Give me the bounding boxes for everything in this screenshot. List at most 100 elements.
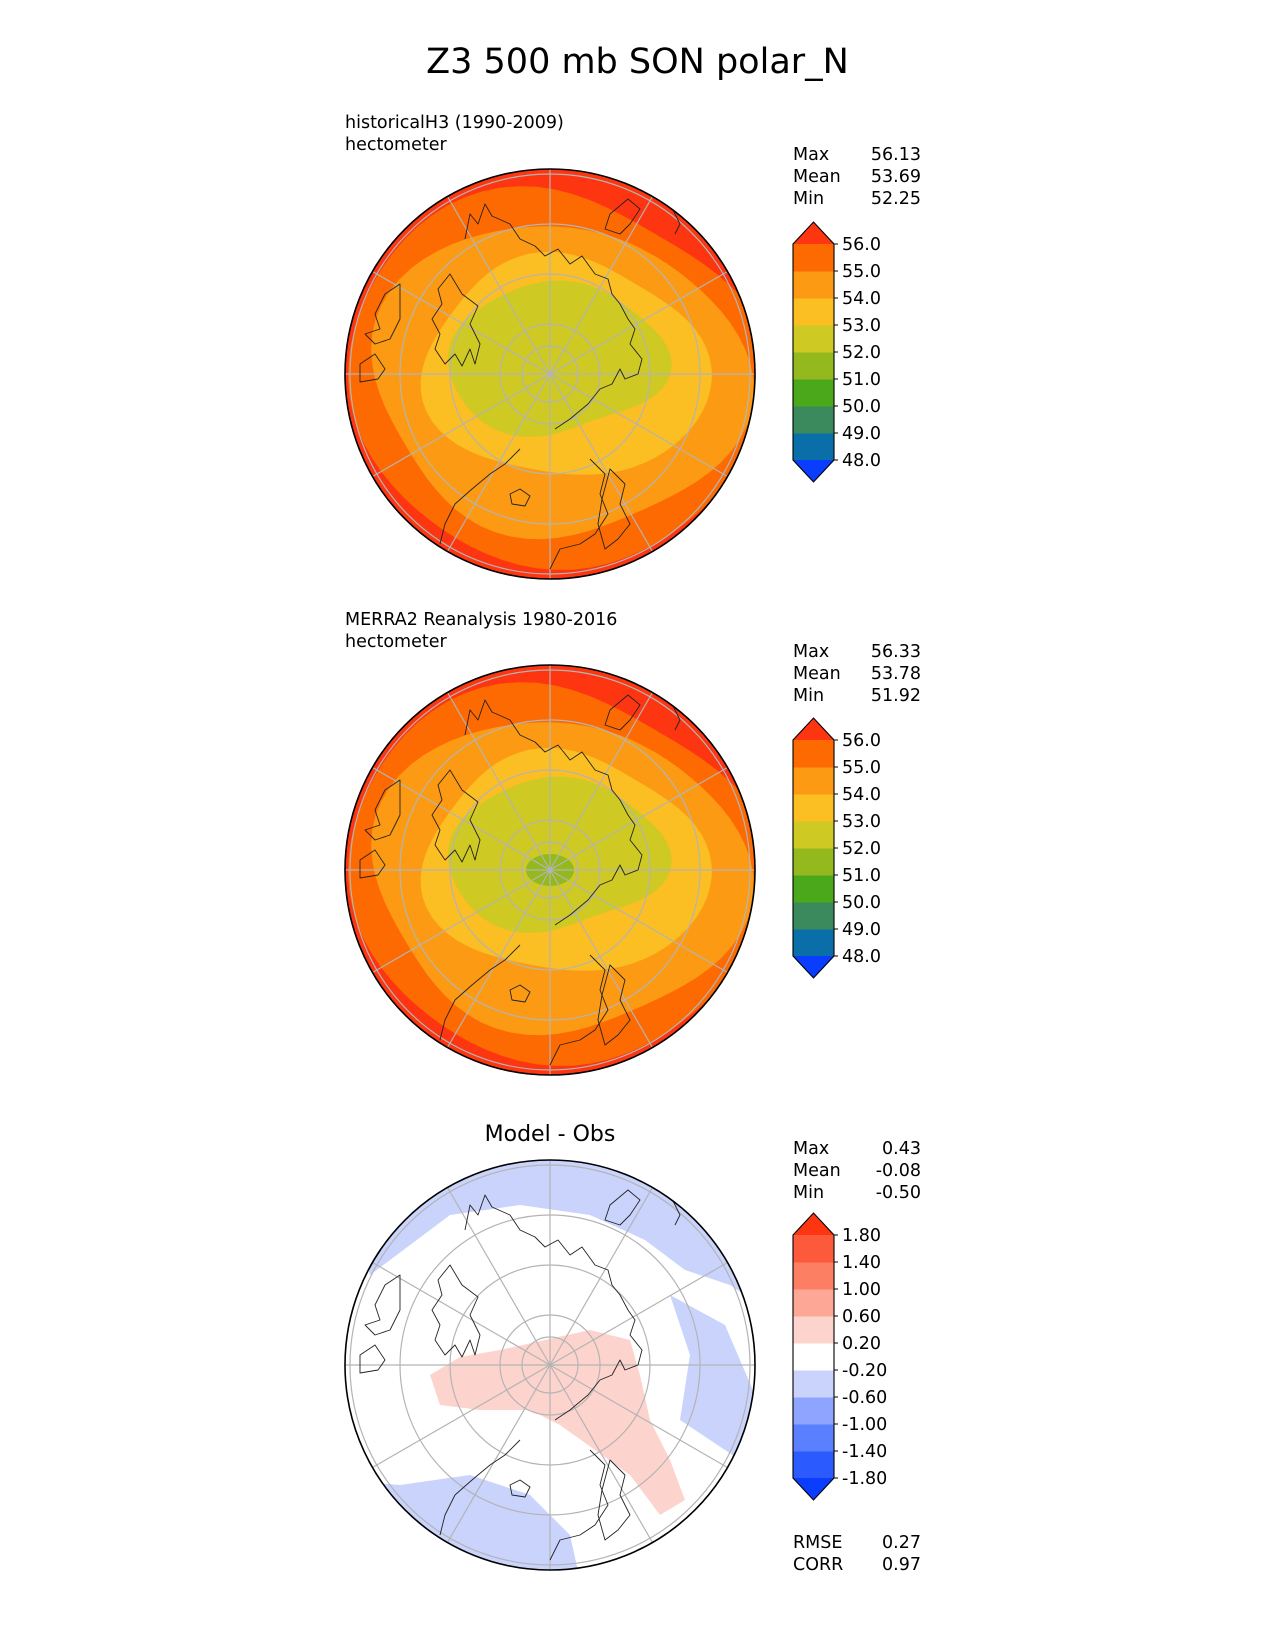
meridian-line <box>372 766 551 871</box>
panel2-label: MERRA2 Reanalysis 1980-2016 hectometer <box>345 609 617 653</box>
stat-row: Mean 53.69 <box>793 166 921 188</box>
colorbar-tick-label: 0.20 <box>842 1334 881 1354</box>
stat-value: 53.69 <box>870 167 921 187</box>
stat-label: Mean <box>793 1161 841 1181</box>
stat-value: 53.78 <box>870 664 921 684</box>
map-field <box>345 1160 755 1570</box>
stat-row: Max 56.13 <box>793 144 921 166</box>
map-field <box>345 665 755 1075</box>
coastline <box>464 699 643 926</box>
colorbar-extend-max <box>793 718 834 740</box>
panel3-colorbar: -1.80 -1.40 -1.00 -0.60 -0.20 0.20 0.60 1.00 1.4… <box>792 1212 887 1501</box>
map-field <box>345 169 755 579</box>
map-boundary <box>344 1159 756 1571</box>
colorbar-tick-label: -0.20 <box>842 1361 887 1381</box>
meridian-line <box>446 1364 551 1543</box>
stat-value: -0.08 <box>875 1161 921 1181</box>
stat-label: Min <box>793 1183 825 1203</box>
meridian-line <box>372 1364 551 1469</box>
colorbar-tick-label: 52.0 <box>842 343 881 363</box>
colorbar-tick-label: 48.0 <box>842 451 881 471</box>
colorbar-tick-label: 53.0 <box>842 812 881 832</box>
coastline <box>509 488 531 507</box>
colorbar-tick-label: -1.80 <box>842 1469 887 1489</box>
stat-row: Max 56.33 <box>793 641 921 663</box>
colorbar-tick-label: -1.00 <box>842 1415 887 1435</box>
panel1-units: hectometer <box>345 135 447 155</box>
colorbar-band <box>793 1235 834 1263</box>
colorbar-band <box>793 794 834 822</box>
colorbar-band <box>793 325 834 353</box>
coastline <box>439 944 609 1066</box>
colorbar-extend-min <box>793 460 834 482</box>
colorbar-band <box>793 298 834 326</box>
stat-row: Max 0.43 <box>793 1138 921 1160</box>
colorbar-band <box>793 929 834 957</box>
colorbar-tick-label: 51.0 <box>842 370 881 390</box>
stat-value: 0.43 <box>882 1139 921 1159</box>
stat-value: 56.33 <box>870 642 921 662</box>
panel2-stats: Max 56.33 Mean 53.78 Min 51.92 <box>793 641 921 707</box>
colorbar-tick-label: 54.0 <box>842 785 881 805</box>
meridian-line <box>372 270 551 375</box>
stat-value: 56.13 <box>870 145 921 165</box>
meridian-line <box>549 869 728 974</box>
colorbar-band <box>793 1397 834 1425</box>
colorbar-band <box>793 1316 834 1344</box>
colorbar-band <box>793 848 834 876</box>
colorbar-band <box>793 271 834 299</box>
meridian-line <box>549 1261 728 1366</box>
colorbar-band <box>793 1343 834 1371</box>
colorbar-band <box>793 767 834 795</box>
colorbar-band <box>793 433 834 461</box>
panel3-stats: Max 0.43 Mean -0.08 Min -0.50 <box>793 1138 921 1204</box>
colorbar-band <box>793 352 834 380</box>
negative-anomaly-region <box>670 1295 755 1460</box>
stat-row: Min 51.92 <box>793 685 921 707</box>
meridian-line <box>549 869 654 1048</box>
meridian-line <box>446 373 551 552</box>
stat-label: Max <box>793 642 830 662</box>
colorbar-tick-label: 1.00 <box>842 1280 881 1300</box>
colorbar-tick-label: 50.0 <box>842 397 881 417</box>
meridian-line <box>446 1187 551 1366</box>
colorbar-tick-label: 52.0 <box>842 839 881 859</box>
stat-value: -0.50 <box>875 1183 921 1203</box>
figure-title: Z3 500 mb SON polar_N <box>426 42 849 82</box>
meridian-line <box>549 270 728 375</box>
meridian-line <box>549 373 728 478</box>
colorbar-extend-max <box>793 1213 834 1235</box>
coastline <box>364 283 401 345</box>
stat-label: Min <box>793 189 825 209</box>
colorbar-tick-label: -1.40 <box>842 1442 887 1462</box>
colorbar-tick-label: 51.0 <box>842 866 881 886</box>
stat-label: Max <box>793 145 830 165</box>
coastline <box>359 353 386 383</box>
coastline <box>509 1479 531 1498</box>
contour-fill-52 <box>448 776 672 933</box>
panel3-skill-stats: RMSE 0.27 CORR 0.97 <box>793 1532 921 1576</box>
coastline <box>364 779 401 841</box>
meridian-line <box>549 1364 728 1469</box>
colorbar-band <box>793 379 834 407</box>
meridian-line <box>549 692 654 871</box>
panel2-colorbar: 48.0 49.0 50.0 51.0 52.0 53.0 54.0 55.0 56.0 <box>792 717 881 979</box>
panel2-units: hectometer <box>345 632 447 652</box>
stat-value: 51.92 <box>870 686 921 706</box>
colorbar-tick-label: 53.0 <box>842 316 881 336</box>
stat-label: Max <box>793 1139 830 1159</box>
colorbar-tick-label: 50.0 <box>842 893 881 913</box>
stat-row: Min 52.25 <box>793 188 921 210</box>
meridian-line <box>372 869 551 974</box>
meridian-line <box>549 1187 654 1366</box>
colorbar-tick-label: 1.80 <box>842 1226 881 1246</box>
coastline <box>431 1264 481 1358</box>
colorbar-tick-label: 48.0 <box>842 947 881 967</box>
colorbar-tick-label: 49.0 <box>842 424 881 444</box>
coastline <box>597 468 631 550</box>
colorbar-tick-label: 55.0 <box>842 758 881 778</box>
coastline <box>359 849 386 879</box>
colorbar-extend-min <box>793 1478 834 1500</box>
panel1-colorbar: 48.0 49.0 50.0 51.0 52.0 53.0 54.0 55.0 56.0 <box>792 221 881 483</box>
panel3-title: Model - Obs <box>484 1122 616 1147</box>
